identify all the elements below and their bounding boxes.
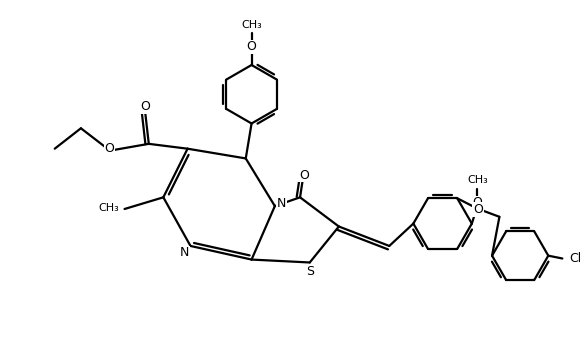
Text: O: O bbox=[473, 196, 483, 209]
Text: O: O bbox=[299, 169, 309, 181]
Text: CH₃: CH₃ bbox=[98, 203, 119, 213]
Text: N: N bbox=[180, 246, 190, 259]
Text: O: O bbox=[140, 101, 150, 113]
Text: CH₃: CH₃ bbox=[241, 20, 262, 30]
Text: O: O bbox=[473, 203, 483, 216]
Text: N: N bbox=[277, 197, 287, 210]
Text: S: S bbox=[306, 265, 314, 278]
Text: Cl: Cl bbox=[570, 252, 580, 265]
Text: O: O bbox=[246, 41, 256, 53]
Text: CH₃: CH₃ bbox=[467, 175, 488, 185]
Text: O: O bbox=[104, 143, 114, 155]
